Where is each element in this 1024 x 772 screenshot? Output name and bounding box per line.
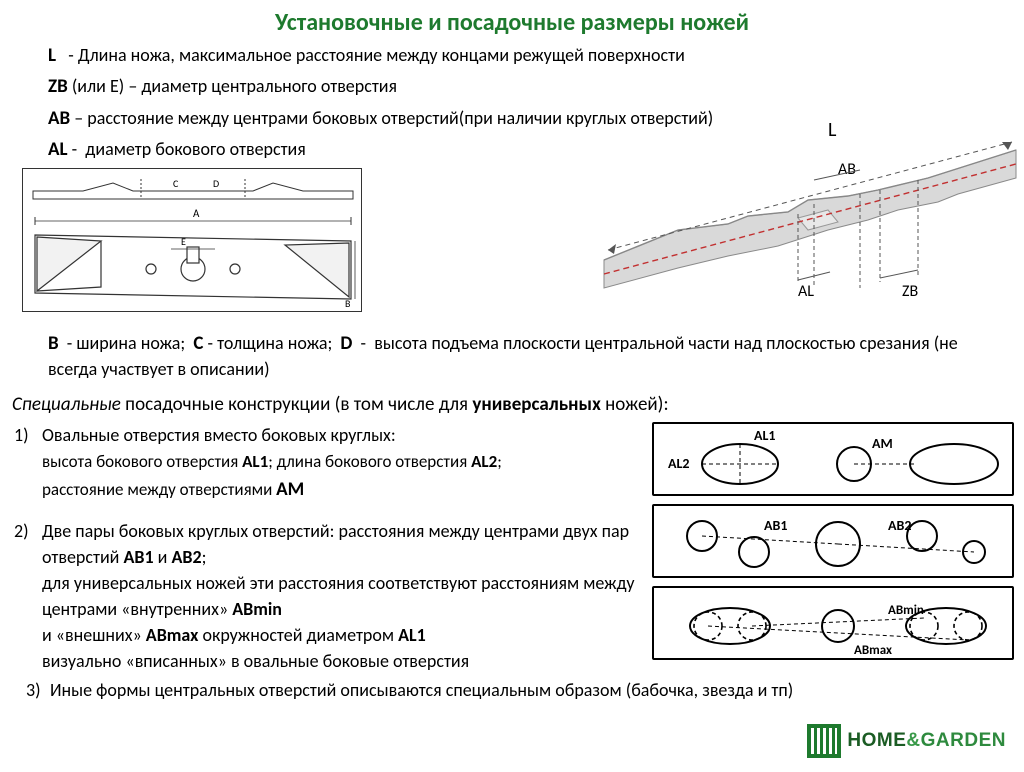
label-D: D [213,177,219,190]
dim-ZB: ZB [902,282,918,300]
sym-L: L [48,44,56,67]
diagram-oval-holes: AL1 AL2 AM [652,422,1014,496]
def-ZB: ZB (или E) – диаметр центрального отверс… [48,72,984,101]
section-heading: Специальные посадочные конструкции (в то… [0,383,1024,422]
diagram-two-pairs: AB1 AB2 [652,504,1014,578]
tech-drawing-left: C D A E B [22,168,362,312]
label-B: B [345,297,351,310]
tech-drawing-right: L AB AL ZB [598,120,1018,300]
sym-ZB: ZB [48,75,68,98]
svg-text:AL1: AL1 [754,427,776,444]
logo-text: HOME&GARDEN [847,730,1006,752]
dim-L: L [828,120,837,142]
item-2: 2) Две пары боковых круглых отверстий: р… [14,518,642,675]
svg-text:AL2: AL2 [668,455,690,472]
def-AL-text: диаметр бокового отверстия [85,138,306,160]
dim-AL: AL [798,282,814,300]
svg-text:AB2: AB2 [888,517,911,534]
svg-text:AM: AM [872,435,893,452]
label-E: E [181,235,186,248]
item-1: 1) Овальные отверстия вместо боковых кру… [14,422,642,504]
diagram-abmin-abmax: ABmin ABmax [652,586,1014,660]
def-L: L - Длина ножа, максимальное расстояние … [48,41,984,70]
svg-text:AB1: AB1 [764,517,787,534]
def-L-text: Длина ножа, максимальное расстояние межд… [78,44,685,66]
dim-AB: AB [838,160,856,179]
item-3: 3)Иные формы центральных отверстий описы… [0,678,1024,703]
special-list: 1) Овальные отверстия вместо боковых кру… [0,422,1024,679]
page-title: Установочные и посадочные размеры ножей [0,0,1024,41]
bcd-line: B - ширина ножа; C - толщина ножа; D - в… [0,325,1024,383]
brand-logo: HOME&GARDEN [807,724,1006,758]
svg-text:ABmax: ABmax [854,643,892,658]
sym-AL: AL [48,138,68,161]
label-C: C [173,177,179,190]
svg-text:ABmin: ABmin [888,603,924,618]
sym-AB: AB [48,107,70,130]
logo-icon [807,724,841,758]
label-A: A [193,207,200,220]
def-ZB-text: диаметр центрального отверстия [141,75,397,97]
